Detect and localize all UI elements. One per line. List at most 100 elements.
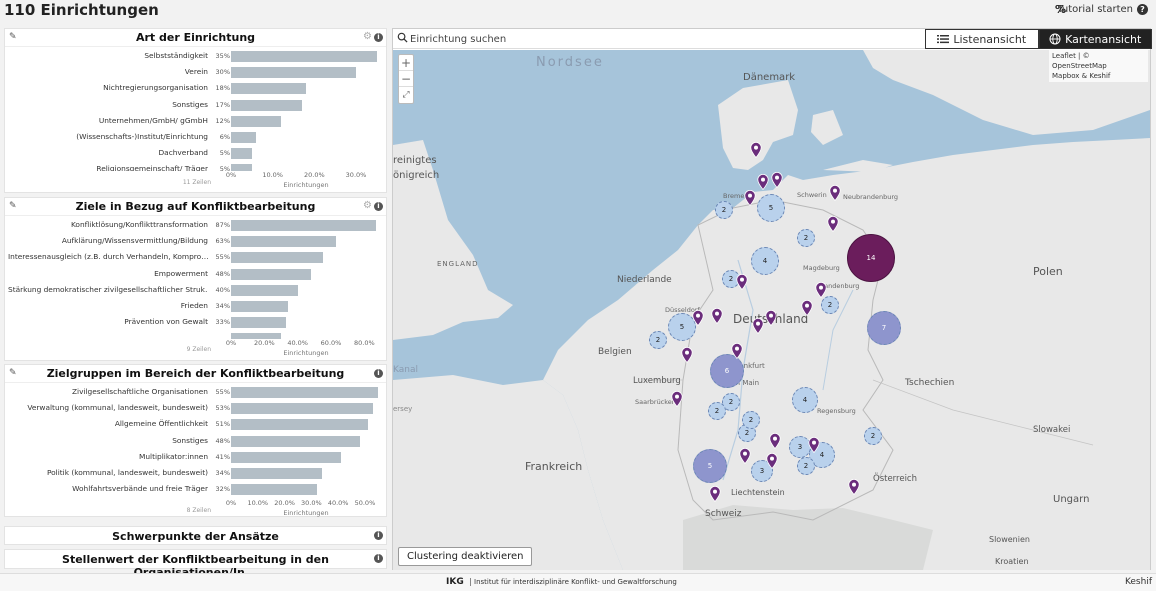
row-bar[interactable] <box>231 83 306 95</box>
row-bar[interactable] <box>231 300 288 312</box>
map-pin-icon[interactable] <box>801 300 813 316</box>
facet-row[interactable]: Selbstständigkeit 35% <box>5 49 388 65</box>
facet-stellenwert[interactable]: Stellenwert der Konfliktbearbeitung in d… <box>4 549 387 579</box>
facet-row[interactable]: Interessenausgleich (z.B. durch Verhande… <box>5 250 388 266</box>
gear-icon[interactable]: ⚙ <box>363 31 372 42</box>
row-bar[interactable] <box>231 252 323 264</box>
facet-row[interactable]: Multiplikator:innen 41% <box>5 450 388 466</box>
info-icon[interactable]: i <box>374 531 383 540</box>
row-bar[interactable] <box>231 67 356 79</box>
facet-row[interactable]: Stärkung demokratischer zivilgesellschaf… <box>5 283 388 299</box>
facet-row[interactable]: Unternehmen/GmbH/ gGmbH 12% <box>5 114 388 130</box>
keshif-brand[interactable]: Keshif <box>1124 577 1152 587</box>
facet-row[interactable]: Sonstiges 17% <box>5 98 388 114</box>
map-pin-icon[interactable] <box>848 479 860 495</box>
map-pin-icon[interactable] <box>815 282 827 298</box>
map-pin-icon[interactable] <box>827 216 839 232</box>
gear-icon[interactable]: ⚙ <box>363 200 372 211</box>
row-bar[interactable] <box>231 284 298 296</box>
map-pin-icon[interactable] <box>709 486 721 502</box>
facet-row[interactable]: Zivilgesellschaftliche Organisationen 55% <box>5 385 388 401</box>
row-bar[interactable] <box>231 51 377 62</box>
facet-row[interactable]: Dachverband 5% <box>5 146 388 162</box>
facet-row[interactable]: Prävention von Gewalt 33% <box>5 315 388 331</box>
info-icon[interactable]: i <box>374 554 383 563</box>
row-count[interactable]: 9 Zeilen <box>186 346 211 353</box>
map-view-button[interactable]: Kartenansicht <box>1038 29 1152 49</box>
map-cluster[interactable]: 14 <box>847 234 895 282</box>
map-pin-icon[interactable] <box>750 142 762 158</box>
info-icon[interactable]: i <box>374 202 383 211</box>
map-cluster[interactable]: 2 <box>821 296 839 314</box>
row-bar[interactable] <box>231 467 323 479</box>
map-canvas[interactable]: + − ⤢ Leaflet | © OpenStreetMap Mapbox &… <box>393 50 1150 570</box>
facet-row[interactable]: Verwaltung (kommunal, landesweit, bundes… <box>5 401 388 417</box>
map-cluster[interactable]: 2 <box>649 331 667 349</box>
map-cluster[interactable]: 4 <box>751 247 779 275</box>
row-bar[interactable] <box>231 403 373 415</box>
row-bar[interactable] <box>231 435 360 447</box>
attribution-line[interactable]: Leaflet | © OpenStreetMap <box>1052 52 1107 70</box>
map-pin-icon[interactable] <box>739 448 751 464</box>
row-bar[interactable] <box>231 99 302 111</box>
facet-row[interactable]: Nichtregierungsorganisation 18% <box>5 81 388 97</box>
facet-row[interactable]: Religionsgemeinschaft/ Träger 5% <box>5 162 388 171</box>
map-pin-icon[interactable] <box>671 391 683 407</box>
map-cluster[interactable]: 5 <box>757 194 785 222</box>
map-pin-icon[interactable] <box>829 185 841 201</box>
row-bar[interactable] <box>231 131 256 143</box>
row-bar[interactable] <box>231 148 252 160</box>
map-cluster[interactable]: 2 <box>708 402 726 420</box>
map-cluster[interactable]: 2 <box>864 427 882 445</box>
search-input[interactable] <box>410 31 910 47</box>
map-pin-icon[interactable] <box>752 318 764 334</box>
row-count[interactable]: 8 Zeilen <box>186 507 211 514</box>
row-bar[interactable] <box>231 387 379 398</box>
map-pin-icon[interactable] <box>681 347 693 363</box>
map-pin-icon[interactable] <box>771 172 783 188</box>
map-pin-icon[interactable] <box>744 190 756 206</box>
zoom-in-button[interactable]: + <box>399 56 413 71</box>
facet-row[interactable]: Verein 30% <box>5 65 388 81</box>
row-bar[interactable] <box>231 115 281 127</box>
facet-row[interactable]: Wohlfahrtsverbände und freie Träger 32% <box>5 482 388 498</box>
row-bar[interactable] <box>231 236 336 248</box>
row-bar[interactable] <box>231 164 252 171</box>
facet-row[interactable]: Empowerment 48% <box>5 267 388 283</box>
facet-row[interactable]: Konfliktlösung/Konflikttransformation 87% <box>5 218 388 234</box>
map-cluster[interactable]: 2 <box>722 393 740 411</box>
map-pin-icon[interactable] <box>808 437 820 453</box>
info-icon[interactable]: i <box>374 33 383 42</box>
map-cluster[interactable]: 3 <box>751 460 773 482</box>
attribution-line[interactable]: Mapbox & Keshif <box>1052 72 1111 80</box>
pin-icon[interactable]: ✎ <box>9 32 17 42</box>
row-bar[interactable] <box>231 484 317 496</box>
facet-row[interactable] <box>5 331 388 339</box>
row-bar[interactable] <box>231 268 311 280</box>
map-cluster[interactable]: 2 <box>742 411 760 429</box>
list-view-button[interactable]: Listenansicht <box>925 29 1039 49</box>
map-pin-icon[interactable] <box>692 310 704 326</box>
row-bar[interactable] <box>231 220 376 231</box>
tutorial-button[interactable]: Tutorial starten ? <box>1057 4 1148 15</box>
map-cluster[interactable]: 5 <box>693 449 727 483</box>
row-bar[interactable] <box>231 451 341 463</box>
map-pin-icon[interactable] <box>757 174 769 190</box>
map-pin-icon[interactable] <box>766 453 778 469</box>
row-bar[interactable] <box>231 317 286 329</box>
map-cluster[interactable]: 2 <box>797 229 815 247</box>
row-count[interactable]: 11 Zeilen <box>182 179 211 186</box>
row-bar[interactable] <box>231 333 281 339</box>
map-cluster[interactable]: 2 <box>797 457 815 475</box>
facet-row[interactable]: Frieden 34% <box>5 299 388 315</box>
map-cluster[interactable]: 2 <box>715 201 733 219</box>
map-cluster[interactable]: 6 <box>710 354 744 388</box>
map-pin-icon[interactable] <box>731 343 743 359</box>
map-pin-icon[interactable] <box>736 274 748 290</box>
map-cluster[interactable]: 5 <box>668 313 696 341</box>
row-bar[interactable] <box>231 419 368 431</box>
facet-row[interactable]: Aufklärung/Wissensvermittlung/Bildung 63% <box>5 234 388 250</box>
zoom-out-button[interactable]: − <box>399 72 413 87</box>
map-cluster[interactable]: 7 <box>867 311 901 345</box>
clustering-toggle-button[interactable]: Clustering deaktivieren <box>398 547 533 566</box>
